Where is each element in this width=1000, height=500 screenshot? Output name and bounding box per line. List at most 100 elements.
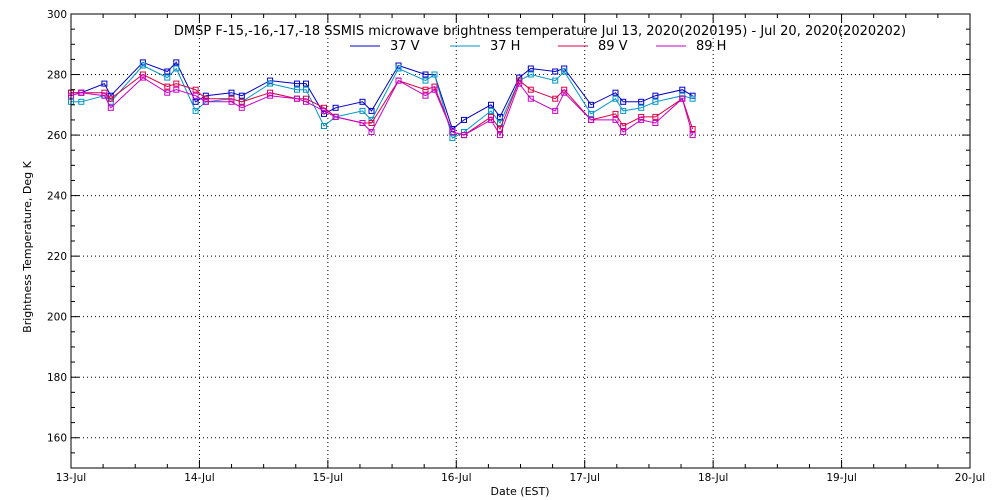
data-point xyxy=(359,98,366,105)
data-point xyxy=(561,68,568,75)
data-point xyxy=(561,89,568,96)
data-point xyxy=(588,110,595,117)
data-point xyxy=(620,107,627,114)
y-tick-label: 220 xyxy=(47,251,67,263)
data-point xyxy=(552,77,559,84)
data-point xyxy=(321,104,327,111)
tick-layer: 160 180 200 220 240 260 280 300 13-Jul 14-Jul 15-J… xyxy=(47,9,985,484)
legend-item: 89 V xyxy=(558,39,628,54)
data-point xyxy=(173,65,180,72)
data-point xyxy=(303,95,309,102)
legend-item: 37 H xyxy=(450,39,520,54)
data-point xyxy=(689,132,696,139)
data-point xyxy=(139,74,146,81)
data-point xyxy=(228,98,235,105)
data-point xyxy=(321,123,327,129)
series-37-v xyxy=(68,59,696,132)
data-point xyxy=(107,95,114,102)
data-point xyxy=(267,92,274,99)
data-point xyxy=(679,95,686,102)
data-point xyxy=(620,123,627,129)
data-point xyxy=(192,98,199,105)
y-axis-label: Brightness Temperature, Deg K xyxy=(21,160,34,332)
data-point xyxy=(294,95,300,102)
data-point xyxy=(164,68,171,75)
legend-item: 37 V xyxy=(350,39,420,54)
legend: 37 V 37 H 89 V 89 H xyxy=(350,39,726,54)
x-tick-label: 18-Jul xyxy=(698,472,728,484)
y-tick-label: 160 xyxy=(47,433,67,445)
data-point xyxy=(101,92,108,99)
data-point xyxy=(368,120,375,126)
x-tick-label: 13-Jul xyxy=(56,472,86,484)
legend-label: 89 H xyxy=(696,39,726,54)
data-point xyxy=(332,104,339,111)
data-point xyxy=(192,92,199,99)
series-line xyxy=(71,64,693,139)
data-point xyxy=(238,104,245,111)
data-point xyxy=(164,83,171,90)
x-axis-label: Date (EST) xyxy=(490,485,549,498)
y-tick-label: 200 xyxy=(47,312,67,324)
data-point xyxy=(238,92,245,99)
data-point xyxy=(488,116,494,123)
data-point xyxy=(652,92,659,99)
data-point xyxy=(359,120,366,126)
data-point xyxy=(267,80,274,87)
data-point xyxy=(612,110,619,117)
data-point xyxy=(303,80,309,87)
data-point xyxy=(638,116,645,123)
data-point xyxy=(620,98,627,105)
data-point xyxy=(173,59,180,66)
data-point xyxy=(620,129,627,135)
data-point xyxy=(101,80,108,87)
series-89-v xyxy=(68,71,696,139)
data-point xyxy=(516,80,523,87)
data-point xyxy=(303,98,309,105)
series-37-h xyxy=(68,62,696,142)
x-tick-label: 19-Jul xyxy=(826,472,856,484)
data-point xyxy=(552,68,559,75)
data-point xyxy=(303,86,309,93)
data-point xyxy=(488,101,494,108)
data-point xyxy=(449,129,456,135)
data-point xyxy=(552,107,559,114)
data-point xyxy=(368,129,375,135)
data-point xyxy=(679,86,686,93)
data-point xyxy=(228,95,235,102)
data-point xyxy=(638,98,645,105)
data-point xyxy=(107,104,114,111)
data-point xyxy=(527,71,534,78)
chart-title: DMSP F-15,-16,-17,-18 SSMIS microwave br… xyxy=(174,24,906,39)
data-point xyxy=(689,126,696,132)
data-point xyxy=(395,65,402,72)
data-point xyxy=(527,65,534,72)
x-tick-label: 14-Jul xyxy=(184,472,214,484)
series-layer xyxy=(68,59,696,142)
y-tick-label: 280 xyxy=(47,70,67,82)
data-point xyxy=(332,113,339,120)
data-point xyxy=(461,116,467,123)
data-point xyxy=(638,104,645,111)
data-point xyxy=(238,98,245,105)
y-tick-label: 300 xyxy=(47,9,67,21)
legend-item: 89 H xyxy=(656,39,726,54)
data-point xyxy=(192,86,199,93)
data-point xyxy=(422,92,429,99)
data-point xyxy=(527,95,534,102)
data-point xyxy=(164,74,171,81)
series-line xyxy=(71,61,693,130)
data-point xyxy=(612,116,619,123)
series-89-h xyxy=(68,74,696,139)
data-point xyxy=(294,86,300,93)
data-point xyxy=(202,95,209,102)
data-point xyxy=(652,113,659,120)
data-point xyxy=(78,98,85,105)
data-point xyxy=(652,98,659,105)
data-point xyxy=(588,116,595,123)
data-point xyxy=(368,107,375,114)
data-point xyxy=(202,98,209,105)
data-point xyxy=(497,132,503,139)
data-point xyxy=(689,95,696,102)
